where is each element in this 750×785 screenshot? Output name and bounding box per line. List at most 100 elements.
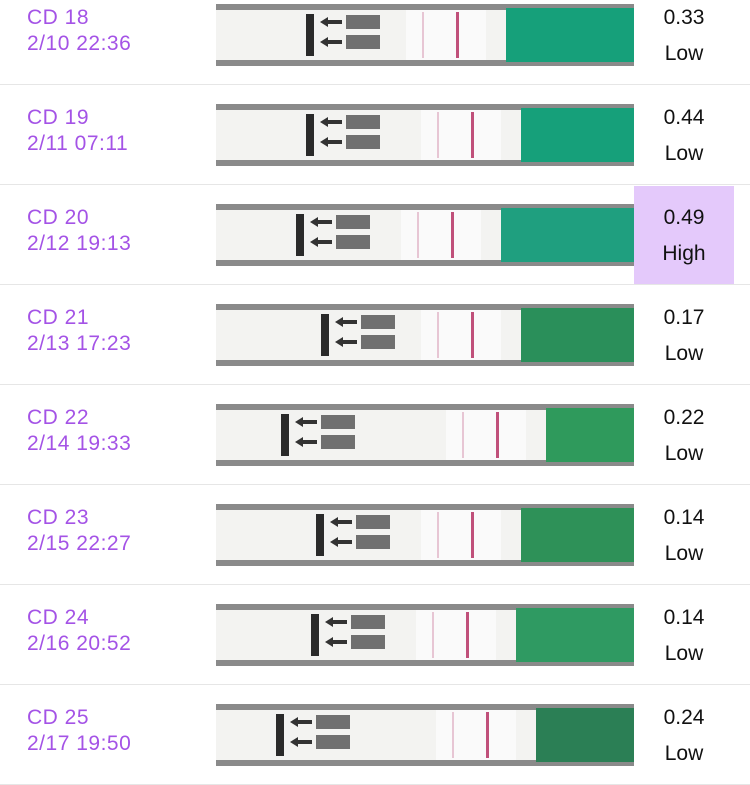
strip-part	[320, 137, 342, 147]
strip-part	[320, 37, 342, 47]
strip-part	[436, 710, 516, 760]
strip-part	[330, 537, 352, 547]
strip-part	[325, 637, 347, 647]
cycle-day: CD 19	[27, 106, 90, 129]
strip-part	[296, 214, 304, 256]
test-strip	[216, 504, 634, 566]
row-label: CD 23 2/15 22:27	[27, 505, 131, 557]
test-strip	[216, 104, 634, 166]
date-time: 2/11 07:11	[27, 132, 129, 155]
cycle-day: CD 20	[27, 206, 90, 229]
strip-part	[320, 17, 342, 27]
test-strip	[216, 204, 634, 266]
strip-part	[437, 112, 439, 158]
strip-photo	[216, 604, 634, 666]
strip-part	[401, 210, 481, 260]
strip-part	[320, 117, 342, 127]
lh-level: Low	[664, 542, 704, 565]
date-time: 2/12 19:13	[27, 232, 132, 255]
strip-photo	[216, 204, 634, 266]
date-time: 2/10 22:36	[27, 32, 132, 55]
strip-part	[290, 737, 312, 747]
test-strip	[216, 404, 634, 466]
strip-part	[316, 735, 350, 749]
strip-part	[346, 15, 380, 29]
strip-part	[336, 235, 370, 249]
result: 0.33 Low	[634, 0, 734, 84]
result: 0.44 Low	[634, 86, 734, 184]
strip-part	[466, 612, 469, 658]
cycle-day: CD 25	[27, 706, 90, 729]
lh-value: 0.33	[663, 6, 705, 29]
strip-part	[421, 510, 501, 560]
strip-part	[276, 714, 284, 756]
strip-part	[496, 412, 499, 458]
strip-part	[295, 417, 317, 427]
strip-photo	[216, 304, 634, 366]
strip-part	[416, 610, 496, 660]
lh-value: 0.14	[663, 506, 705, 529]
strip-part	[306, 114, 314, 156]
strip-part	[471, 512, 474, 558]
strip-part	[330, 517, 352, 527]
test-row: CD 21 2/13 17:23 0.17 Low	[0, 285, 750, 385]
result: 0.24 Low	[634, 686, 734, 784]
date-time: 2/16 20:52	[27, 632, 132, 655]
strip-part	[506, 8, 634, 62]
strip-part	[346, 115, 380, 129]
row-label: CD 18 2/10 22:36	[27, 5, 131, 57]
cycle-day: CD 23	[27, 506, 90, 529]
lh-value: 0.14	[663, 606, 705, 629]
strip-part	[417, 212, 419, 258]
strip-part	[452, 712, 454, 758]
date-time: 2/15 22:27	[27, 532, 132, 555]
strip-part	[516, 608, 634, 662]
lh-level: Low	[664, 342, 704, 365]
strip-part	[356, 535, 390, 549]
lh-value: 0.44	[663, 106, 705, 129]
strip-part	[421, 310, 501, 360]
strip-part	[406, 10, 486, 60]
strip-part	[346, 135, 380, 149]
strip-part	[471, 312, 474, 358]
date-time: 2/13 17:23	[27, 332, 132, 355]
strip-part	[321, 314, 329, 356]
strip-part	[335, 337, 357, 347]
test-row: CD 19 2/11 07:11 0.44 Low	[0, 85, 750, 185]
lh-level: Low	[664, 42, 704, 65]
strip-part	[335, 317, 357, 327]
strip-part	[281, 414, 289, 456]
strip-part	[351, 635, 385, 649]
strip-part	[306, 14, 314, 56]
strip-part	[422, 12, 424, 58]
result: 0.22 Low	[634, 386, 734, 484]
test-row: CD 20 2/12 19:13 0.49 High	[0, 185, 750, 285]
lh-value: 0.24	[663, 706, 705, 729]
strip-part	[290, 717, 312, 727]
result: 0.17 Low	[634, 286, 734, 384]
result: 0.49 High	[634, 186, 734, 284]
row-label: CD 20 2/12 19:13	[27, 205, 131, 257]
strip-part	[316, 514, 324, 556]
strip-part	[521, 108, 634, 162]
strip-part	[295, 437, 317, 447]
strip-part	[546, 408, 634, 462]
strip-part	[361, 335, 395, 349]
lh-level: Low	[664, 442, 704, 465]
test-strip	[216, 4, 634, 66]
lh-level: Low	[664, 742, 704, 765]
test-strip	[216, 604, 634, 666]
cycle-day: CD 22	[27, 406, 90, 429]
lh-value: 0.22	[663, 406, 705, 429]
strip-part	[446, 410, 526, 460]
strip-part	[321, 415, 355, 429]
result: 0.14 Low	[634, 586, 734, 684]
strip-part	[521, 308, 634, 362]
strip-part	[361, 315, 395, 329]
lh-value: 0.49	[663, 206, 705, 229]
lh-level: Low	[664, 142, 704, 165]
lh-value: 0.17	[663, 306, 705, 329]
row-label: CD 19 2/11 07:11	[27, 105, 128, 157]
strip-part	[521, 508, 634, 562]
